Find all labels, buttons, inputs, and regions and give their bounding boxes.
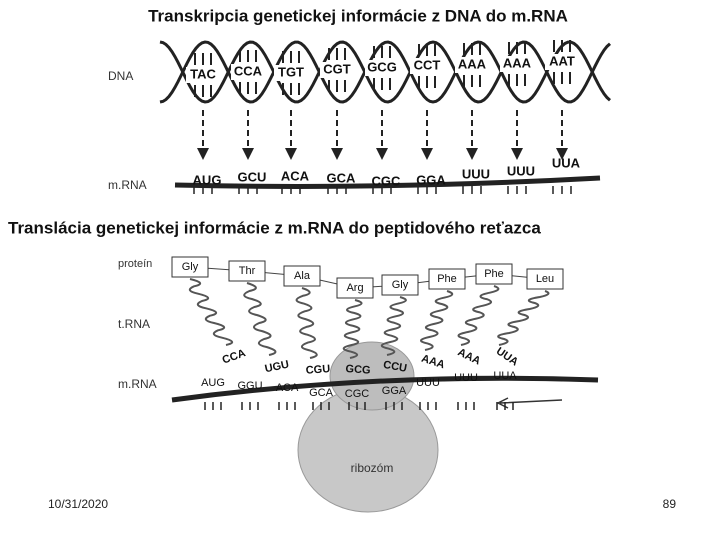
dna-codon: CCT <box>414 57 441 72</box>
dna-codon: TAC <box>190 66 216 81</box>
codon-bg <box>365 60 399 76</box>
dna-label: DNA <box>108 69 133 83</box>
codon-bg <box>231 64 265 80</box>
mrna-label: m.RNA <box>108 178 147 192</box>
ribosome-label: ribozóm <box>351 461 394 475</box>
amino-acid: Ala <box>294 270 311 282</box>
amino-acid: Phe <box>484 268 504 280</box>
amino-acid-box <box>171 256 209 278</box>
mrna-codon: ACA <box>276 382 299 394</box>
mrna-codon: GCA <box>327 170 357 185</box>
mrna-codon: UUA <box>493 370 517 382</box>
anticodon: UGU <box>264 358 290 375</box>
title: Transkripcia genetickej informácie z DNA… <box>148 6 568 25</box>
mrna-codon: GGU <box>237 380 262 392</box>
anticodon: CCU <box>382 359 408 375</box>
amino-acid: Leu <box>536 273 554 285</box>
ribosome-small <box>329 341 415 411</box>
amino-acid-box <box>228 260 266 282</box>
mrna-codon: CGC <box>345 388 370 400</box>
trna-coil <box>497 290 550 346</box>
mrna-codon: GGA <box>382 385 407 397</box>
mrna-codon: AUG <box>201 377 225 389</box>
arrow-head <box>466 148 478 160</box>
mrna-codon: CGC <box>372 173 402 188</box>
codon-bg <box>186 67 220 83</box>
protein-label: proteín <box>118 258 152 270</box>
trna-coil <box>420 290 454 351</box>
amino-acid: Phe <box>437 273 457 285</box>
amino-acid: Gly <box>182 261 199 273</box>
codon-bg <box>500 56 534 72</box>
page-number: 89 <box>663 497 677 511</box>
amino-acid: Thr <box>239 265 256 277</box>
trna-coil <box>295 287 318 359</box>
mrna-codon: UUU <box>462 166 490 181</box>
arrow-head <box>511 148 523 160</box>
anticodon: AAA <box>456 346 483 367</box>
dna-codon: AAA <box>503 55 532 70</box>
amino-acid-box <box>475 263 513 285</box>
anticodon: UUA <box>494 345 521 368</box>
dna-codon: AAA <box>458 56 487 71</box>
mrna-codon: ACA <box>281 168 310 183</box>
codon-bg <box>410 58 444 74</box>
codon-bg <box>545 54 579 70</box>
arrow-head <box>376 148 388 160</box>
trna-coil <box>342 299 363 359</box>
trna-label: t.RNA <box>118 317 150 331</box>
title: Translácia genetickej informácie z m.RNA… <box>8 218 541 237</box>
arrow-head <box>285 148 297 160</box>
arrow-head <box>556 148 568 160</box>
arrow-head <box>197 148 209 160</box>
amino-acid: Arg <box>346 282 363 294</box>
amino-acid-box <box>526 268 564 290</box>
amino-acid-box <box>336 277 374 299</box>
date: 10/31/2020 <box>48 497 108 511</box>
mrna-codon: UUU <box>454 372 478 384</box>
mrna-codon: GCA <box>309 387 334 399</box>
anticodon: GCG <box>345 363 371 377</box>
mrna-codon: UUU <box>416 377 440 389</box>
arrow-head <box>421 148 433 160</box>
trna-coil <box>188 278 233 346</box>
mrna-codon: GCU <box>238 169 267 184</box>
arrow-head <box>242 148 254 160</box>
arrow-head <box>331 148 343 160</box>
anticodon: AAA <box>420 353 446 372</box>
anticodon: CCA <box>221 347 248 366</box>
codon-bg <box>274 65 308 81</box>
codon-bg <box>320 62 354 78</box>
dna-codon: CCA <box>234 63 263 78</box>
mrna-strand <box>171 375 599 403</box>
dna-codon: GCG <box>367 59 397 74</box>
trna-coil <box>457 285 500 346</box>
amino-acid-box <box>428 268 466 290</box>
mrna-codon: UUU <box>507 163 535 178</box>
mrna-codon: AUG <box>193 172 222 187</box>
dna-codon: AAT <box>549 53 575 68</box>
trna-coil <box>243 282 277 356</box>
dna-codon: CGT <box>323 61 351 76</box>
anticodon: CGU <box>305 363 330 377</box>
dna-codon: TGT <box>278 64 304 79</box>
amino-acid: Gly <box>392 279 409 291</box>
dna-strand <box>159 40 612 104</box>
amino-acid-box <box>283 265 321 287</box>
dna-strand <box>159 40 612 104</box>
trna-coil <box>380 296 407 356</box>
mrna-codon: UUA <box>552 155 581 170</box>
mrna-strand <box>174 175 601 189</box>
amino-acid-box <box>381 274 419 296</box>
codon-bg <box>455 57 489 73</box>
direction-arrow <box>496 397 563 409</box>
mrna-label: m.RNA <box>118 377 157 391</box>
mrna-codon: GGA <box>416 172 446 187</box>
